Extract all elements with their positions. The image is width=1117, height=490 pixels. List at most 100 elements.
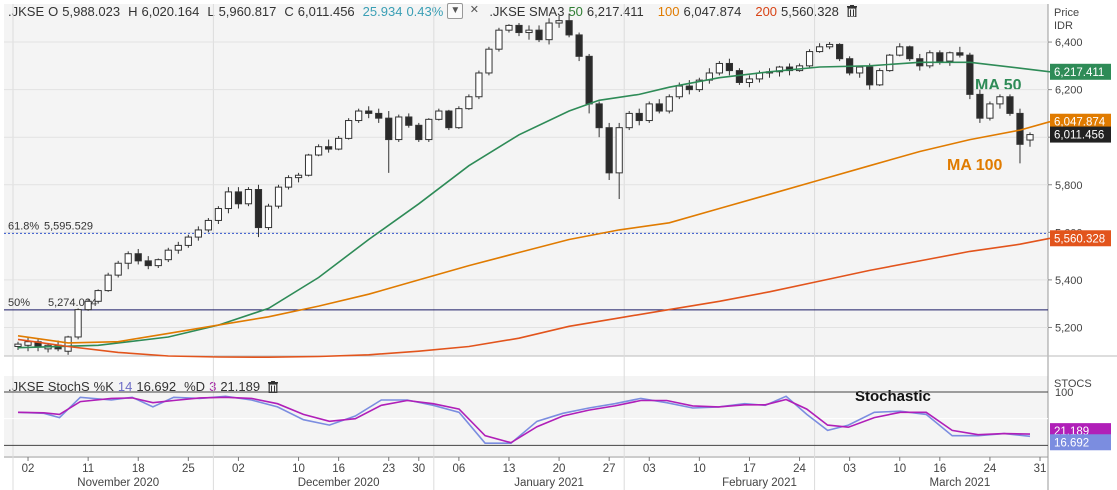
candle-body-21	[224, 191, 233, 210]
x-tick-label-2: 18	[132, 463, 145, 475]
candle-body-95	[966, 54, 974, 95]
candle-body-87	[886, 54, 894, 72]
candle-body-47	[485, 48, 493, 74]
candle-69	[705, 68, 713, 84]
ma100-annotation: MA 100	[947, 157, 1003, 174]
candle-body-89	[906, 46, 914, 60]
candle-body-57	[585, 55, 593, 105]
candle-94	[956, 46, 964, 58]
x-tick-label-21: 31	[1034, 463, 1047, 475]
sma50-value-badge-bg	[1050, 63, 1111, 80]
sma200-value-badge: 5,560.328	[1054, 233, 1105, 245]
candle-43	[445, 109, 453, 131]
candle-61	[625, 111, 633, 131]
candle-67	[685, 80, 693, 95]
candle-body-53	[545, 22, 553, 41]
candle-27	[284, 175, 293, 190]
candle-body-37	[385, 117, 393, 141]
candle-body-52	[535, 29, 543, 41]
candle-body-44	[455, 108, 463, 129]
chart-marks: 5,2005,4005,6005,8006,0006,2006,40061.8%…	[4, 4, 1111, 490]
candle-body-84	[856, 66, 864, 74]
price-tick-label-1: 5,400	[1055, 275, 1083, 287]
candle-body-54	[555, 20, 563, 24]
candle-body-59	[605, 127, 613, 174]
sma50-line	[17, 61, 1051, 349]
candle-97	[986, 101, 994, 121]
price-tick-label-3: 5,800	[1055, 180, 1083, 192]
candle-31	[325, 139, 333, 153]
candle-body-91	[926, 52, 934, 67]
candle-70	[715, 61, 723, 76]
candle-body-20	[214, 208, 223, 221]
sma100-line	[17, 120, 1051, 344]
candle-58	[595, 101, 603, 138]
close-icon[interactable]: ✕	[469, 4, 479, 16]
month-label-4: March 2021	[929, 477, 990, 489]
high-value: 6,020.164	[141, 3, 200, 19]
x-tick-label-13: 03	[643, 463, 656, 475]
candle-59	[605, 122, 613, 180]
candle-body-81	[825, 43, 834, 48]
candle-24	[254, 184, 263, 238]
candle-body-43	[445, 110, 453, 129]
candle-37	[385, 111, 393, 173]
candle-body-27	[284, 177, 293, 188]
x-tick-label-1: 11	[82, 463, 94, 475]
x-tick-label-7: 23	[382, 463, 395, 475]
month-label-1: December 2020	[298, 477, 380, 489]
fib-level-label-0: 61.8%	[8, 220, 39, 232]
candle-body-96	[976, 93, 984, 119]
candle-body-30	[314, 146, 323, 156]
candle-body-33	[345, 120, 353, 139]
candle-body-7	[84, 300, 92, 311]
candle-body-29	[304, 154, 313, 176]
stoch-axis-title: STOCS	[1054, 378, 1092, 390]
candle-71	[725, 58, 734, 76]
close-key: C	[284, 3, 294, 19]
candle-body-86	[876, 70, 884, 86]
candle-body-39	[405, 116, 413, 126]
candle-36	[375, 108, 383, 123]
candle-body-24	[254, 189, 263, 229]
candle-body-23	[244, 189, 253, 205]
price-axis-unit: IDR	[1054, 20, 1073, 32]
candle-body-64	[655, 103, 663, 112]
stoch-k-key: %K	[93, 379, 114, 394]
fib-level-price-0: 5,595.529	[44, 220, 93, 232]
stoch-d-line	[17, 396, 1031, 444]
x-tick-label-17: 03	[843, 463, 856, 475]
candle-body-45	[465, 96, 473, 110]
candle-62	[635, 108, 643, 126]
candle-20	[214, 206, 223, 224]
candle-38	[395, 114, 403, 142]
candle-56	[575, 32, 583, 62]
sma100-value-badge: 6,047.874	[1054, 117, 1106, 129]
candle-7	[84, 298, 92, 311]
x-tick-label-0: 02	[22, 463, 35, 475]
candle-15	[164, 247, 172, 263]
candle-body-93	[946, 52, 954, 62]
stoch-k-value-badge-bg	[1050, 434, 1111, 451]
candle-16	[174, 241, 182, 254]
stoch-k-value-badge: 16.692	[1054, 437, 1089, 449]
price-tick-label-5: 6,200	[1055, 85, 1083, 97]
x-tick-label-10: 13	[503, 463, 516, 475]
candle-body-76	[775, 66, 784, 73]
open-value: 5,988.023	[62, 3, 121, 19]
trash-icon[interactable]	[846, 5, 857, 18]
candle-99	[1006, 94, 1014, 116]
chevron-down-icon[interactable]: ▼	[447, 3, 464, 19]
candle-body-16	[174, 244, 182, 251]
candle-body-40	[415, 124, 423, 141]
candle-48	[495, 27, 503, 52]
sma100-period: 100	[657, 3, 680, 19]
candle-9	[104, 272, 112, 292]
stoch-k-value: 16.692	[136, 379, 177, 394]
price-tick-label-0: 5,200	[1055, 322, 1083, 334]
candle-87	[886, 53, 894, 72]
candle-22	[234, 187, 243, 209]
candle-body-17	[184, 236, 192, 246]
x-tick-label-14: 10	[693, 463, 706, 475]
